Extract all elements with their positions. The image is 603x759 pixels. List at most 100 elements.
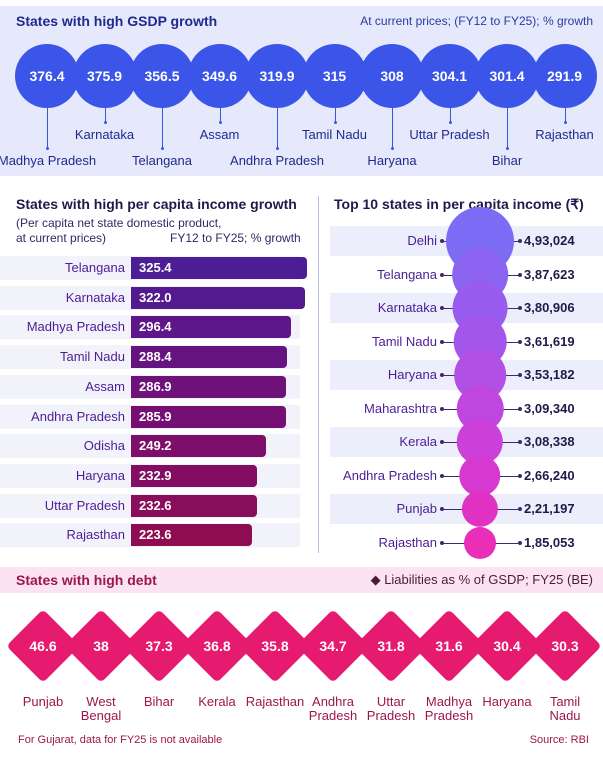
gsdp-bubble: 315 [302,44,367,108]
pc-state-label: Delhi [407,233,437,248]
debt-value-label: 35.8 [261,638,289,654]
pc-bubble [461,490,499,528]
pc-value-dot [518,272,522,277]
pc-bubble [464,526,496,559]
pc-state-label: Kerala [399,434,437,449]
pc-value-dot [518,540,522,545]
debt-value-label: 36.8 [203,638,231,654]
gsdp-leader-dot [563,121,567,124]
bar [131,405,286,428]
pc-value-dot [518,507,522,511]
bar [131,257,307,279]
bar-value-label: 249.2 [139,438,172,454]
pc-value-dot [518,406,522,411]
gsdp-bubble: 356.5 [130,44,194,108]
pc-value-label: 2,21,197 [524,501,575,516]
gsdp-bubble: 301.4 [475,44,539,108]
gsdp-bubble: 375.9 [72,44,137,108]
section-divider [318,196,319,553]
debt-state-label: Rajasthan [244,695,306,709]
gsdp-state-label: Tamil Nadu [301,127,368,142]
bar-value-label: 232.6 [139,497,172,513]
pc-value-label: 1,85,053 [524,534,575,550]
debt-value-label: 46.6 [29,638,57,654]
bar-category-label: Madhya Pradesh [26,319,125,335]
gsdp-bubble: 291.9 [532,44,597,108]
gsdp-leader-line [277,108,278,148]
gsdp-leader-dot [506,147,509,150]
bar-value-label: 232.9 [139,467,172,483]
debt-state-label-line: Kerala [198,694,236,709]
gsdp-state-label: Uttar Pradesh [409,127,490,142]
debt-state-label: Haryana [476,695,538,709]
debt-title: States with high debt [16,572,157,588]
debt-state-label-line: West [86,694,116,709]
pc-state-label: Haryana [387,367,437,382]
bar [131,375,287,398]
bar-value-label: 223.6 [139,527,172,543]
gsdp-leader-dot [103,121,107,124]
pc-value-label: 4,93,024 [524,233,575,248]
gsdp-title: States with high GSDP growth [16,13,218,29]
pc-value-dot [518,473,522,478]
pc-state-label: Karnataka [377,300,437,315]
pc-value-dot [518,373,522,377]
pc-state-label: Maharashtra [364,400,437,416]
gsdp-header: States with high GSDP growth At current … [0,6,603,36]
gsdp-bubble: 308 [360,44,424,108]
debt-subtitle: ◆ Liabilities as % of GSDP; FY25 (BE) [370,572,593,587]
gsdp-leader-dot [448,121,452,124]
pc-state-label: Rajasthan [378,534,437,550]
pc-value-label: 3,53,182 [524,367,575,382]
debt-state-label-line: Rajasthan [245,694,305,709]
pc-growth-subtitle-line2: at current prices) [16,231,107,245]
bar-value-label: 285.9 [139,408,172,424]
pc-state-label: Tamil Nadu [371,333,437,349]
pc-value-label: 3,87,623 [524,266,575,282]
bar-category-label: Telangana [65,260,125,275]
debt-state-label-line: Madhya [425,694,473,709]
debt-state-label-line: Bihar [143,694,175,709]
pc-value-label: 3,80,906 [524,300,575,315]
pc-value-label: 2,66,240 [524,467,575,483]
debt-state-label-line: Nadu [549,708,581,723]
gsdp-leader-line [47,108,48,148]
gsdp-state-label: Karnataka [74,127,135,142]
gsdp-leader-dot [333,121,337,124]
pc-top-title: Top 10 states in per capita income (₹) [334,196,584,212]
debt-state-label-line: Tamil [549,694,581,709]
gsdp-bubble: 349.6 [187,44,252,108]
debt-state-label: Andhra Pradesh [302,695,364,723]
gsdp-leader-line [449,108,451,122]
gsdp-state-label: Telangana [132,153,192,168]
debt-state-label-line: Pradesh [424,708,474,723]
pc-state-label: Telangana [377,266,437,282]
gsdp-bubble: 376.4 [15,44,79,108]
debt-value-label: 34.7 [319,638,347,654]
pc-value-dot [518,239,522,243]
pc-value-dot [518,306,522,310]
gsdp-bubble: 319.9 [245,44,309,108]
bar [131,316,292,339]
bar-category-label: Haryana [75,467,125,483]
debt-state-label: Punjab [12,695,74,709]
gsdp-state-label: Bihar [491,153,523,168]
debt-state-label: Uttar Pradesh [360,695,422,723]
bar-category-label: Odisha [83,438,125,454]
debt-state-label: West Bengal [70,695,132,723]
pc-value-label: 3,61,619 [524,333,575,349]
bar-category-label: Uttar Pradesh [44,497,125,513]
footer-source: Source: RBI [529,734,589,746]
bar-category-label: Andhra Pradesh [31,408,125,424]
debt-value-label: 38 [93,638,109,654]
bar-category-label: Tamil Nadu [59,349,125,365]
debt-value-label: 30.3 [551,638,579,654]
bar-value-label: 288.4 [139,349,172,365]
debt-state-label-line: Andhra [312,694,354,709]
debt-value-label: 31.8 [377,638,405,654]
gsdp-leader-line [564,108,566,122]
bar [131,494,257,517]
bar-category-label: Rajasthan [66,527,125,543]
bar-value-label: 322.0 [139,289,172,305]
pc-growth-period: FY12 to FY25; % growth [170,231,301,245]
